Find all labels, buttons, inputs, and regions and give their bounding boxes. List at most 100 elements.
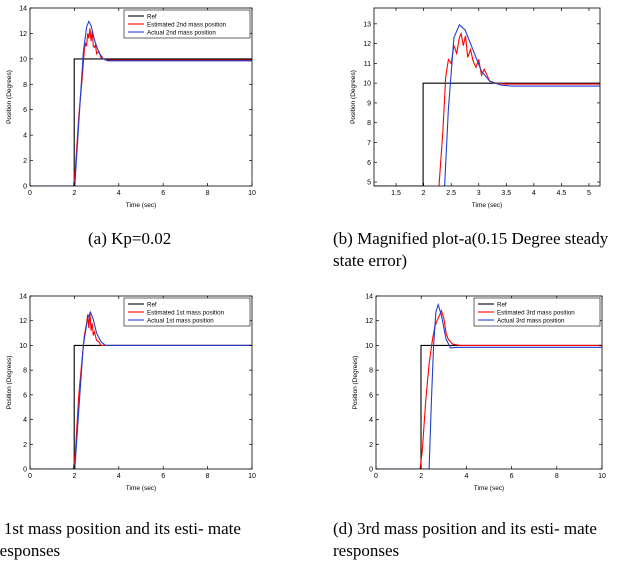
y-tick-label: 12 [19,31,27,38]
plot-frame [29,7,253,187]
plot-c: 0 2 4 6 8 10 0 2 4 6 8 10 12 14 Time (sec) Position (De… [6,294,256,493]
y-tick-label: 14 [365,294,373,301]
legend-label-0: Ref [497,301,507,308]
x-tick-label: 6 [510,473,514,480]
x-tick-label: 10 [248,473,256,480]
x-axis-label: Time (sec) [126,202,156,209]
x-tick-label: 4 [464,473,468,480]
x-tick-label: 2 [72,190,76,197]
series-line-1 [438,31,600,186]
x-tick-label: 0 [374,473,378,480]
legend-label-2: Actual 3rd mass position [497,317,565,324]
caption-c: ) 1st mass position and its esti- mate r… [0,519,241,560]
x-tick-label: 10 [248,190,256,197]
x-tick-label: 8 [206,473,210,480]
y-tick-label: 14 [19,6,27,13]
series-line-2 [30,310,252,469]
series-line-0 [30,344,252,469]
y-tick-label: 10 [19,56,27,63]
x-tick-label: 4 [117,190,121,197]
series-line-2 [444,23,600,186]
plot-a: 0 2 4 6 8 10 0 2 4 6 8 10 12 14 Time (sec) Position (De… [6,6,256,210]
x-tick-label: 1.5 [391,190,401,197]
legend-box [123,297,251,327]
legend-label-0: Ref [147,13,157,20]
legend-label-1: Estimated 1st mass position [147,309,225,316]
x-tick-label: 10 [598,473,606,480]
series-line-1 [376,309,602,469]
y-tick-label: 9 [367,100,371,107]
legend-label-0: Ref [147,301,157,308]
y-tick-label: 11 [364,61,371,68]
y-tick-label: 0 [369,467,373,474]
y-tick-label: 12 [363,41,371,48]
y-tick-label: 8 [367,120,371,127]
caption-a: (a) Kp=0.02 [88,229,172,248]
x-tick-label: 3.5 [501,190,511,197]
plot-frame [373,7,601,187]
series-line-1 [30,313,252,469]
plot-d: 0 2 4 6 8 10 0 2 4 6 8 10 12 14 Time (sec) Position (De… [352,294,606,493]
x-tick-label: 3 [477,190,481,197]
series-line-2 [376,302,602,469]
plot-b: 1.5 2 2.5 3 3.5 4 4.5 5 5 6 7 8 9 10 11 12 13 Time (sec) P… [350,7,601,209]
y-tick-label: 12 [19,318,27,325]
y-tick-label: 14 [19,294,27,301]
y-tick-label: 10 [363,81,371,88]
y-tick-label: 4 [23,133,27,140]
x-axis-label: Time (sec) [472,202,502,209]
legend-label-1: Estimated 3rd mass position [497,309,575,316]
y-tick-label: 8 [369,368,373,375]
series-line-1 [30,28,252,186]
x-tick-label: 0 [28,190,32,197]
x-tick-label: 8 [206,190,210,197]
y-tick-label: 4 [23,417,27,424]
x-tick-label: 2 [419,473,423,480]
x-tick-label: 2 [422,190,426,197]
y-tick-label: 0 [23,184,27,191]
y-tick-label: 6 [369,392,373,399]
x-axis-label: Time (sec) [126,485,156,492]
y-tick-label: 8 [23,82,27,89]
y-axis-label: Position (Degrees) [6,70,13,124]
y-tick-label: 2 [369,442,373,449]
x-tick-label: 2 [72,473,76,480]
y-axis-label: Position (Degrees) [352,356,359,410]
y-tick-label: 10 [365,343,373,350]
y-tick-label: 2 [23,158,27,165]
x-tick-label: 4 [117,473,121,480]
x-axis-label: Time (sec) [474,485,504,492]
x-tick-label: 4.5 [557,190,567,197]
y-tick-label: 4 [369,417,373,424]
x-tick-label: 0 [28,473,32,480]
y-tick-label: 8 [23,368,27,375]
legend-label-2: Actual 1st mass position [147,317,214,324]
series-line-0 [376,344,602,469]
caption-b: (b) Magnified plot-a(0.15 Degree steady … [333,229,609,270]
y-tick-label: 13 [363,21,371,28]
y-tick-label: 0 [23,467,27,474]
x-tick-label: 8 [555,473,559,480]
series-line-2 [30,20,252,186]
series-line-0 [374,82,600,186]
x-tick-label: 2.5 [446,190,456,197]
series-line-0 [30,58,252,186]
y-tick-label: 2 [23,442,27,449]
y-axis-label: Position (Degrees) [6,356,13,410]
x-tick-label: 6 [161,190,165,197]
y-tick-label: 5 [367,180,371,187]
y-tick-label: 12 [365,318,373,325]
legend-box [473,297,601,327]
x-tick-label: 6 [161,473,165,480]
plot-frame [29,295,253,470]
y-tick-label: 7 [367,140,371,147]
y-tick-label: 6 [23,107,27,114]
legend-box [123,9,251,39]
x-tick-label: 4 [532,190,536,197]
y-tick-label: 6 [367,160,371,167]
x-tick-label: 5 [587,190,591,197]
y-axis-label: Position (Degrees) [350,70,357,124]
